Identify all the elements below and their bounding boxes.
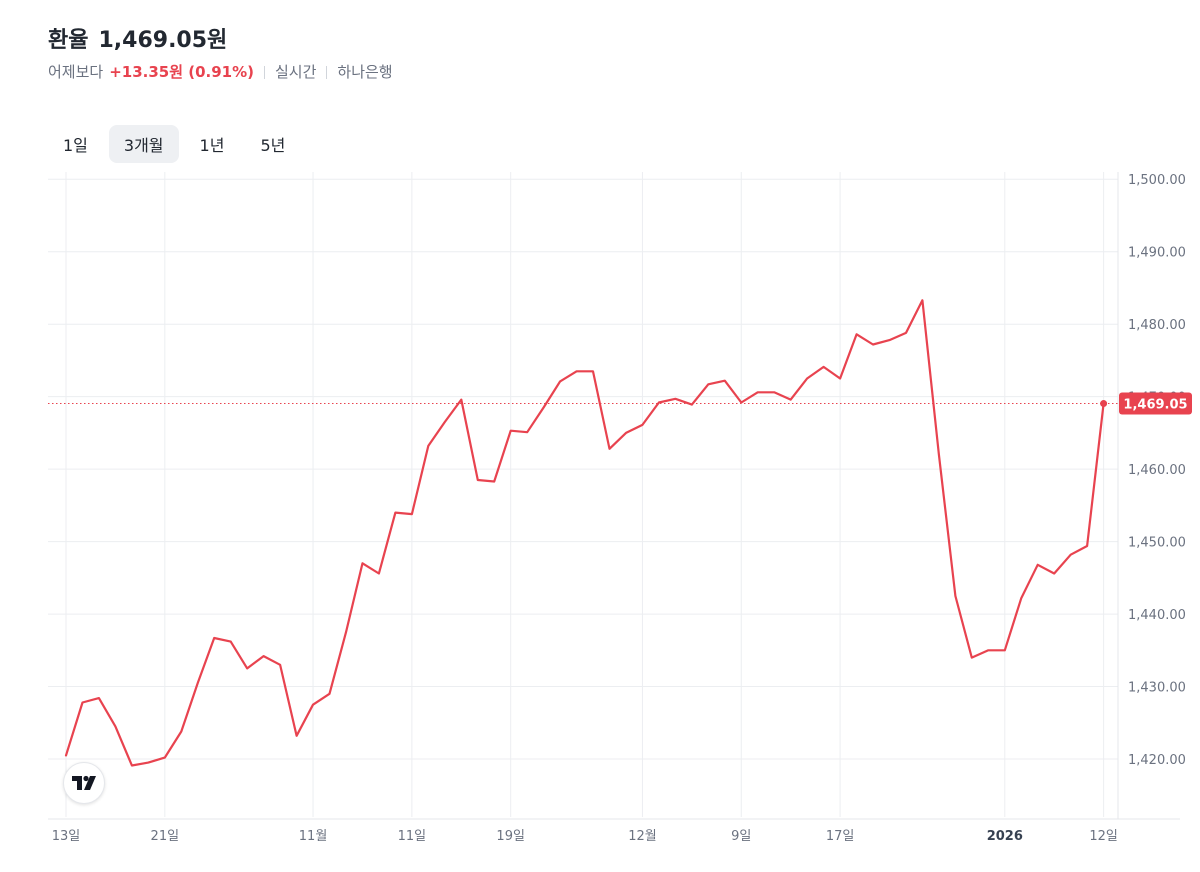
current-marker-layer: 1,469.05	[48, 392, 1192, 415]
current-price: 1,469.05원	[98, 28, 228, 53]
price-change: +13.35원 (0.91%)	[109, 63, 254, 81]
tab-5-year[interactable]: 5년	[260, 136, 286, 155]
y-axis-ticks: 1,420.00 1,430.00 1,440.00 1,450.00 1,460.00…	[1128, 173, 1186, 768]
header: 환율 1,469.05원 어제보다 +13.35원 (0.91%) 실시간 하나…	[48, 26, 393, 82]
tradingview-icon	[72, 775, 96, 790]
divider	[264, 65, 265, 79]
x-tick-label: 11월	[299, 829, 328, 844]
x-tick-label: 21일	[151, 829, 180, 844]
tab-1-year[interactable]: 1년	[199, 136, 225, 155]
x-tick-label: 17일	[826, 829, 855, 844]
source-label: 하나은행	[337, 63, 393, 81]
y-tick-label: 1,440.00	[1128, 608, 1186, 623]
y-tick-label: 1,490.00	[1128, 246, 1186, 261]
x-tick-label: 2026	[987, 829, 1023, 844]
x-tick-label: 11일	[398, 829, 427, 844]
current-price-badge	[1119, 392, 1192, 415]
period-tabs: 1일 3개월 1년 5년	[48, 125, 300, 163]
realtime-label: 실시간	[275, 63, 317, 81]
title-row: 환율 1,469.05원	[48, 26, 393, 56]
x-tick-label: 9일	[731, 829, 751, 844]
tradingview-logo[interactable]	[63, 762, 105, 804]
x-tick-label: 12일	[1089, 829, 1118, 844]
x-tick-label: 12월	[628, 829, 657, 844]
tab-1-day[interactable]: 1일	[63, 136, 88, 155]
compare-label: 어제보다	[48, 63, 104, 81]
y-tick-label: 1,500.00	[1128, 173, 1186, 188]
tab-3-month[interactable]: 3개월	[108, 125, 179, 163]
current-price-dot	[1100, 400, 1108, 408]
page-title: 환율	[48, 28, 89, 53]
x-tick-label: 19일	[496, 829, 525, 844]
y-tick-label: 1,430.00	[1128, 681, 1186, 696]
divider	[326, 65, 328, 79]
sub-row: 어제보다 +13.35원 (0.91%) 실시간 하나은행	[48, 62, 393, 82]
series-layer	[64, 299, 1105, 767]
current-price-label: 1,469.05	[1123, 398, 1187, 413]
y-tick-label: 1,480.00	[1128, 318, 1186, 333]
chart-grid	[48, 172, 1180, 820]
y-tick-label: 1,420.00	[1128, 753, 1186, 768]
exchange-rate-line	[64, 299, 1105, 767]
y-tick-label: 1,450.00	[1128, 536, 1186, 551]
y-tick-label: 1,460.00	[1128, 463, 1186, 478]
x-tick-label: 13일	[52, 829, 81, 844]
x-axis-ticks: 13일 21일 11월 11일 19일 12월 9일 17일 2026 12일	[52, 829, 1118, 844]
